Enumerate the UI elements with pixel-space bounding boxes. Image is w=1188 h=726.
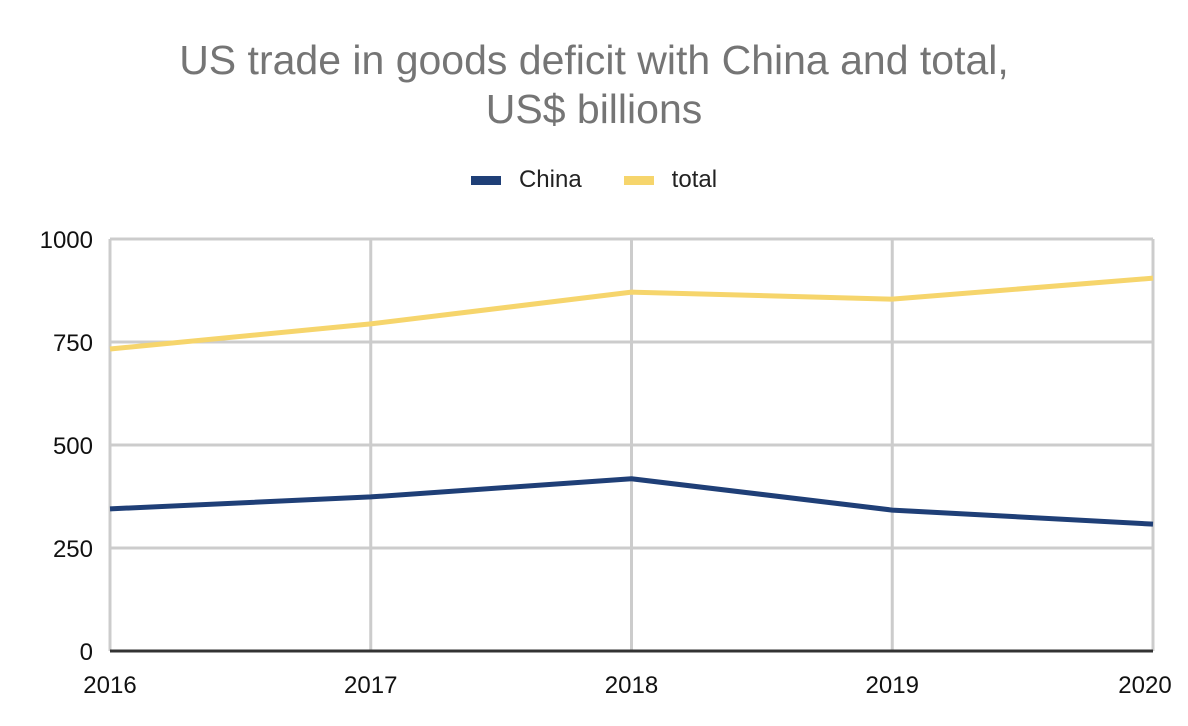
- grid: [108, 237, 1155, 653]
- legend-item-total: total: [623, 166, 718, 194]
- chart-title: US trade in goods deficit with China and…: [0, 36, 1188, 134]
- x-tick-label-2018: 2018: [605, 672, 658, 699]
- x-axis-labels: 2016 2017 2018 2019 2020: [83, 672, 1171, 699]
- y-tick-label-500: 500: [53, 433, 93, 460]
- legend-item-china: China: [470, 166, 582, 194]
- y-tick-label-250: 250: [53, 536, 93, 563]
- y-tick-label-0: 0: [80, 639, 93, 666]
- series-lines: [109, 275, 1154, 527]
- x-tick-label-2017: 2017: [344, 672, 397, 699]
- legend-swatch-total: [623, 175, 654, 185]
- y-axis-labels: 0 250 500 750 1000: [40, 227, 93, 666]
- legend-swatch-china: [470, 175, 501, 185]
- x-tick-label-2020: 2020: [1118, 672, 1171, 699]
- legend-label-china: China: [518, 166, 582, 193]
- chart-legend: China total: [0, 166, 1188, 194]
- y-tick-label-750: 750: [53, 330, 93, 357]
- x-tick-label-2016: 2016: [83, 672, 136, 699]
- chart-subtitle: US$ billions: [485, 86, 703, 132]
- x-tick-label-2019: 2019: [866, 672, 919, 699]
- legend-label-total: total: [671, 166, 718, 193]
- chart-title-line-1: US trade in goods deficit with China and…: [179, 37, 1009, 83]
- y-tick-label-1000: 1000: [40, 227, 93, 254]
